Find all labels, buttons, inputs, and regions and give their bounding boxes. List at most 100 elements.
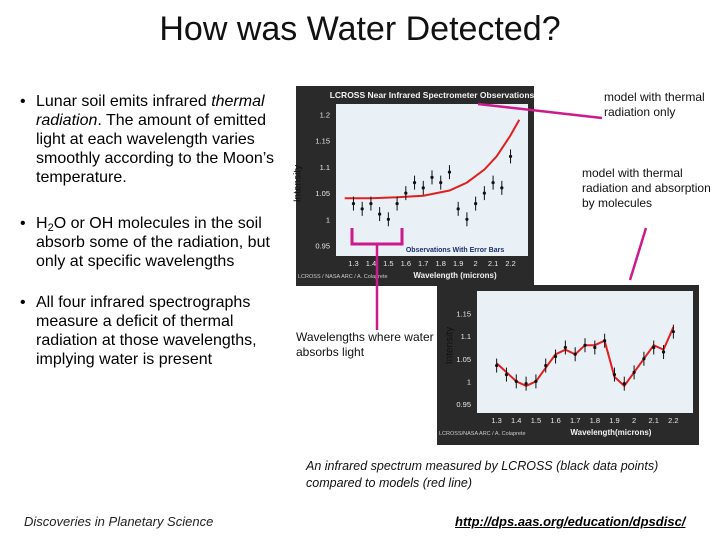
chart-title: LCROSS Near Infrared Spectrometer Observ… [330, 90, 534, 100]
data-point [447, 170, 452, 174]
data-point [421, 186, 425, 190]
data-point [544, 363, 548, 368]
chart-credit: LCROSS / NASA ARC / A. Colaprete [298, 274, 388, 280]
bullet-thermal-radiation: Lunar soil emits infrared thermal radiat… [18, 92, 286, 187]
y-tick-label: 1.05 [315, 189, 330, 198]
data-point [360, 207, 364, 211]
x-tick-label: 2 [632, 416, 636, 425]
data-point [439, 181, 443, 185]
data-point [632, 370, 636, 374]
y-tick-label: 1.15 [456, 310, 471, 319]
y-tick-label: 1.15 [315, 137, 330, 146]
bullet-2-subscript: 2 [47, 222, 54, 234]
data-point [351, 201, 356, 206]
data-point [671, 330, 675, 334]
spectrum-panel-top: LCROSS Near Infrared Spectrometer Observ… [296, 86, 534, 286]
x-axis-label: Wavelength(microns) [570, 428, 651, 437]
model-line [344, 119, 521, 200]
data-point [465, 217, 469, 221]
bracket-water-band-1 [350, 228, 404, 246]
data-point [412, 181, 417, 185]
data-point [652, 345, 656, 350]
data-point [508, 154, 513, 159]
data-point [642, 357, 646, 361]
data-point [395, 201, 399, 206]
data-point [612, 372, 617, 377]
bullet-molecules-absorb: H2O or OH molecules in the soil absorb s… [18, 214, 286, 271]
pointer-thermal-only [477, 102, 603, 120]
spectrum-panel-bottom: 0.95 1 1.05 1.1 1.15 1.3 1.4 1.5 1.6 1.7 1.8 1.9 2 2.… [437, 285, 699, 445]
data-point [661, 350, 666, 354]
data-point [553, 354, 558, 359]
data-point [563, 345, 567, 350]
x-tick-label: 1.5 [531, 416, 541, 425]
x-tick-label: 1.7 [570, 416, 580, 425]
y-tick-label: 1.1 [461, 332, 471, 341]
y-tick-label: 0.95 [456, 400, 471, 409]
bullet-1-suffix: . The amount of emitted light at each wa… [36, 112, 275, 186]
spectrum-chart-bottom: 0.95 1 1.05 1.1 1.15 1.3 1.4 1.5 1.6 1.7 1.8 1.9 2 2.… [439, 291, 693, 437]
data-point [583, 343, 587, 347]
y-tick-label: 1 [467, 377, 471, 386]
x-tick-label: 1.3 [348, 259, 358, 268]
data-point [378, 212, 382, 216]
data-point [474, 201, 478, 206]
bullet-2-h: H [36, 215, 48, 232]
annotation-thermal-only: model with thermal radiation only [604, 90, 705, 119]
bullet-list: Lunar soil emits infrared thermal radiat… [18, 92, 286, 383]
pointer-thermal-absorption [628, 227, 648, 281]
annotation-water-absorbs: Wavelengths where water absorbs light [296, 330, 434, 359]
y-tick-label: 0.95 [315, 242, 330, 251]
spectrum-chart-top: LCROSS Near Infrared Spectrometer Observ… [298, 90, 534, 280]
x-tick-label: 1.8 [590, 416, 600, 425]
data-point [534, 379, 538, 383]
data-point [404, 191, 408, 195]
x-tick-label: 2.2 [505, 259, 515, 268]
x-tick-label: 1.7 [418, 259, 428, 268]
bullet-1-prefix: Lunar soil emits infrared [36, 93, 212, 110]
footer-series-name: Discoveries in Planetary Science [24, 514, 214, 529]
data-point [524, 382, 528, 386]
y-tick-label: 1 [326, 215, 330, 224]
data-point [491, 181, 495, 185]
figure-caption: An infrared spectrum measured by LCROSS … [306, 459, 659, 490]
data-point [573, 352, 577, 356]
x-tick-label: 1.3 [491, 416, 501, 425]
data-point [500, 186, 504, 190]
x-tick-label: 1.4 [366, 259, 376, 268]
chart-subtitle: Observations With Error Bars [406, 247, 504, 254]
data-point [369, 201, 373, 206]
slide-title: How was Water Detected? [159, 10, 561, 48]
data-point [603, 339, 607, 343]
y-tick-label: 1.2 [320, 110, 330, 119]
data-point [386, 217, 390, 221]
footer-link[interactable]: http://dps.aas.org/education/dpsdisc/ [455, 514, 686, 529]
data-point [514, 379, 518, 383]
x-tick-label: 1.5 [383, 259, 393, 268]
data-point [622, 382, 626, 386]
x-tick-label: 2.2 [668, 416, 678, 425]
x-tick-label: 2.1 [488, 259, 498, 268]
x-tick-label: 1.6 [550, 416, 560, 425]
x-tick-label: 2.1 [649, 416, 659, 425]
bullet-2-rest: O or OH molecules in the soil absorb som… [36, 215, 270, 270]
x-tick-label: 2 [474, 259, 478, 268]
data-point [504, 372, 509, 377]
data-point [430, 175, 434, 179]
x-tick-label: 1.6 [401, 259, 411, 268]
x-tick-label: 1.4 [511, 416, 521, 425]
data-point [593, 345, 597, 350]
chart-credit: LCROSS/NASA ARC / A. Colaprete [439, 431, 526, 437]
data-point [482, 191, 486, 195]
annotation-thermal-absorption: model with thermal radiation and absorpt… [582, 166, 711, 210]
data-point [456, 207, 460, 211]
y-tick-label: 1.05 [456, 355, 471, 364]
bullet-1-italic: thermal radiation [36, 93, 265, 129]
bullet-spectrographs: All four infrared spectrographs measure … [18, 293, 286, 369]
x-axis-label: Wavelength (microns) [413, 271, 497, 280]
x-tick-label: 1.9 [453, 259, 463, 268]
x-tick-label: 1.9 [609, 416, 619, 425]
data-point [495, 363, 499, 368]
x-tick-label: 1.8 [436, 259, 446, 268]
